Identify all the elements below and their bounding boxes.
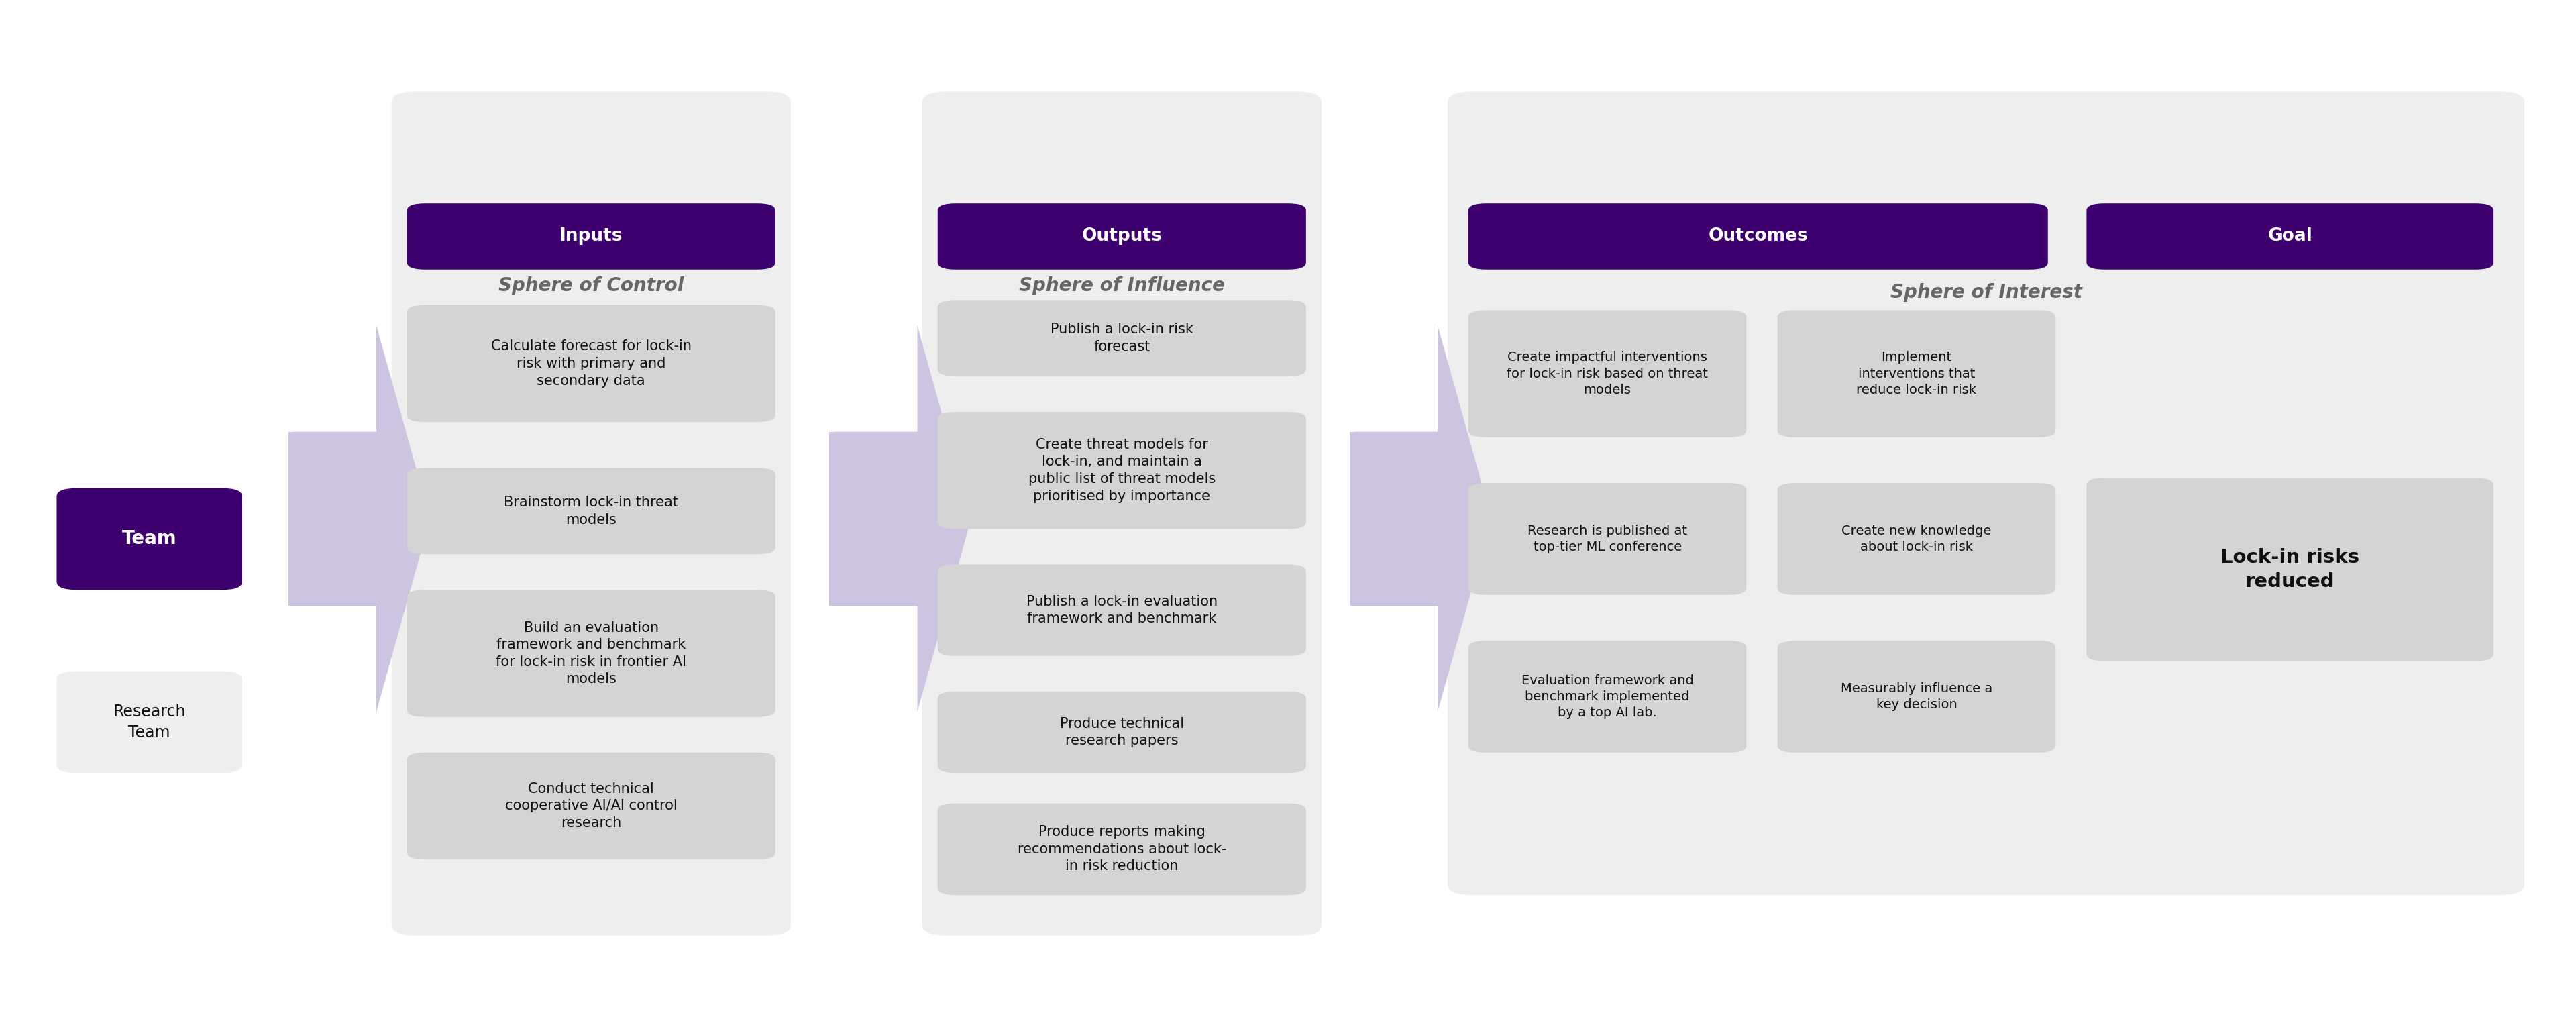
FancyBboxPatch shape xyxy=(407,305,775,422)
Text: Team: Team xyxy=(121,530,178,548)
FancyBboxPatch shape xyxy=(407,590,775,717)
FancyBboxPatch shape xyxy=(2087,203,2494,270)
FancyBboxPatch shape xyxy=(829,431,920,606)
Text: Outcomes: Outcomes xyxy=(1708,228,1808,245)
Text: Goal: Goal xyxy=(2267,228,2313,245)
Polygon shape xyxy=(917,325,971,712)
Text: Brainstorm lock-in threat
models: Brainstorm lock-in threat models xyxy=(505,495,677,527)
Text: Produce technical
research papers: Produce technical research papers xyxy=(1059,717,1185,747)
Text: Calculate forecast for lock-in
risk with primary and
secondary data: Calculate forecast for lock-in risk with… xyxy=(492,340,690,387)
FancyBboxPatch shape xyxy=(1468,203,2048,270)
Text: Conduct technical
cooperative AI/AI control
research: Conduct technical cooperative AI/AI cont… xyxy=(505,782,677,830)
FancyBboxPatch shape xyxy=(1468,641,1747,753)
FancyBboxPatch shape xyxy=(289,431,379,606)
FancyBboxPatch shape xyxy=(1350,431,1440,606)
Text: Inputs: Inputs xyxy=(559,228,623,245)
Text: Publish a lock-in risk
forecast: Publish a lock-in risk forecast xyxy=(1051,322,1193,354)
FancyBboxPatch shape xyxy=(938,692,1306,773)
Text: Sphere of Control: Sphere of Control xyxy=(500,277,683,295)
FancyBboxPatch shape xyxy=(938,412,1306,529)
Text: Create new knowledge
about lock-in risk: Create new knowledge about lock-in risk xyxy=(1842,525,1991,553)
FancyBboxPatch shape xyxy=(57,671,242,773)
Text: Measurably influence a
key decision: Measurably influence a key decision xyxy=(1842,682,1991,711)
Text: Create impactful interventions
for lock-in risk based on threat
models: Create impactful interventions for lock-… xyxy=(1507,351,1708,397)
Text: Lock-in risks
reduced: Lock-in risks reduced xyxy=(2221,548,2360,591)
FancyBboxPatch shape xyxy=(1350,431,1443,606)
FancyBboxPatch shape xyxy=(938,300,1306,376)
FancyBboxPatch shape xyxy=(938,803,1306,895)
Text: Publish a lock-in evaluation
framework and benchmark: Publish a lock-in evaluation framework a… xyxy=(1025,595,1218,625)
Polygon shape xyxy=(1437,325,1492,712)
Text: Research
Team: Research Team xyxy=(113,704,185,740)
Text: Implement
interventions that
reduce lock-in risk: Implement interventions that reduce lock… xyxy=(1857,351,1976,397)
FancyBboxPatch shape xyxy=(1777,641,2056,753)
FancyBboxPatch shape xyxy=(1468,483,1747,595)
FancyBboxPatch shape xyxy=(1448,92,2524,895)
Polygon shape xyxy=(376,325,430,712)
Text: Research is published at
top-tier ML conference: Research is published at top-tier ML con… xyxy=(1528,525,1687,553)
FancyBboxPatch shape xyxy=(57,488,242,590)
Text: Sphere of Influence: Sphere of Influence xyxy=(1020,277,1224,295)
FancyBboxPatch shape xyxy=(938,564,1306,656)
FancyBboxPatch shape xyxy=(829,431,922,606)
FancyBboxPatch shape xyxy=(922,92,1321,936)
FancyBboxPatch shape xyxy=(1777,310,2056,437)
FancyBboxPatch shape xyxy=(1468,310,1747,437)
FancyBboxPatch shape xyxy=(2087,478,2494,661)
Text: Sphere of Interest: Sphere of Interest xyxy=(1891,283,2081,302)
Text: Create threat models for
lock-in, and maintain a
public list of threat models
pr: Create threat models for lock-in, and ma… xyxy=(1028,438,1216,502)
FancyBboxPatch shape xyxy=(392,92,791,936)
FancyBboxPatch shape xyxy=(407,468,775,554)
FancyBboxPatch shape xyxy=(1777,483,2056,595)
Text: Build an evaluation
framework and benchmark
for lock-in risk in frontier AI
mode: Build an evaluation framework and benchm… xyxy=(497,621,685,685)
FancyBboxPatch shape xyxy=(938,203,1306,270)
Text: Outputs: Outputs xyxy=(1082,228,1162,245)
FancyBboxPatch shape xyxy=(407,753,775,859)
FancyBboxPatch shape xyxy=(289,431,381,606)
Text: Produce reports making
recommendations about lock-
in risk reduction: Produce reports making recommendations a… xyxy=(1018,826,1226,873)
Text: Evaluation framework and
benchmark implemented
by a top AI lab.: Evaluation framework and benchmark imple… xyxy=(1522,674,1692,719)
FancyBboxPatch shape xyxy=(407,203,775,270)
